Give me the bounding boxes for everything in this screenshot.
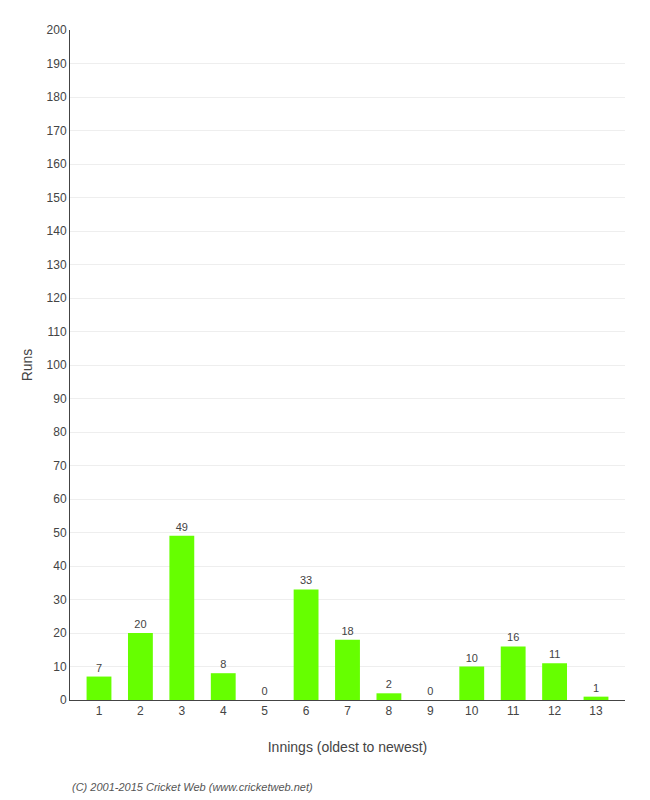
svg-text:30: 30 [53, 593, 67, 607]
svg-text:110: 110 [47, 325, 66, 339]
svg-text:180: 180 [47, 90, 67, 104]
svg-text:120: 120 [47, 291, 67, 305]
svg-text:(C) 2001-2015 Cricket Web (www: (C) 2001-2015 Cricket Web (www.cricketwe… [72, 781, 313, 793]
svg-text:11: 11 [507, 704, 520, 718]
svg-text:60: 60 [53, 492, 67, 506]
svg-text:7: 7 [96, 662, 102, 674]
svg-text:1: 1 [96, 704, 103, 718]
svg-text:0: 0 [427, 685, 433, 697]
svg-text:3: 3 [178, 704, 185, 718]
svg-text:0: 0 [60, 693, 67, 707]
svg-text:130: 130 [47, 258, 67, 272]
svg-text:150: 150 [47, 191, 67, 205]
svg-text:2: 2 [386, 678, 392, 690]
svg-text:13: 13 [589, 704, 603, 718]
svg-text:100: 100 [47, 358, 67, 372]
svg-text:190: 190 [47, 57, 67, 71]
svg-text:10: 10 [53, 660, 67, 674]
svg-text:33: 33 [300, 574, 312, 586]
svg-text:2: 2 [137, 704, 144, 718]
svg-text:90: 90 [53, 392, 67, 406]
svg-text:18: 18 [341, 625, 353, 637]
svg-text:11: 11 [549, 648, 560, 660]
svg-text:49: 49 [176, 521, 188, 533]
svg-text:5: 5 [261, 704, 268, 718]
svg-text:160: 160 [47, 157, 67, 171]
svg-text:8: 8 [386, 704, 393, 718]
svg-text:7: 7 [344, 704, 351, 718]
svg-text:80: 80 [53, 425, 67, 439]
svg-text:50: 50 [53, 526, 67, 540]
svg-text:Innings (oldest to newest): Innings (oldest to newest) [268, 739, 428, 755]
svg-text:140: 140 [47, 224, 67, 238]
svg-text:Runs: Runs [19, 349, 35, 382]
svg-text:8: 8 [220, 658, 226, 670]
svg-text:16: 16 [507, 631, 519, 643]
svg-text:9: 9 [427, 704, 434, 718]
svg-text:10: 10 [465, 704, 479, 718]
svg-text:200: 200 [47, 23, 67, 37]
svg-text:12: 12 [548, 704, 562, 718]
svg-text:6: 6 [303, 704, 310, 718]
svg-text:170: 170 [47, 124, 67, 138]
svg-text:20: 20 [134, 618, 146, 630]
svg-text:20: 20 [53, 626, 67, 640]
svg-text:4: 4 [220, 704, 227, 718]
svg-text:0: 0 [262, 685, 268, 697]
svg-text:10: 10 [466, 652, 478, 664]
svg-text:1: 1 [593, 682, 599, 694]
svg-text:70: 70 [53, 459, 67, 473]
svg-text:40: 40 [53, 559, 67, 573]
